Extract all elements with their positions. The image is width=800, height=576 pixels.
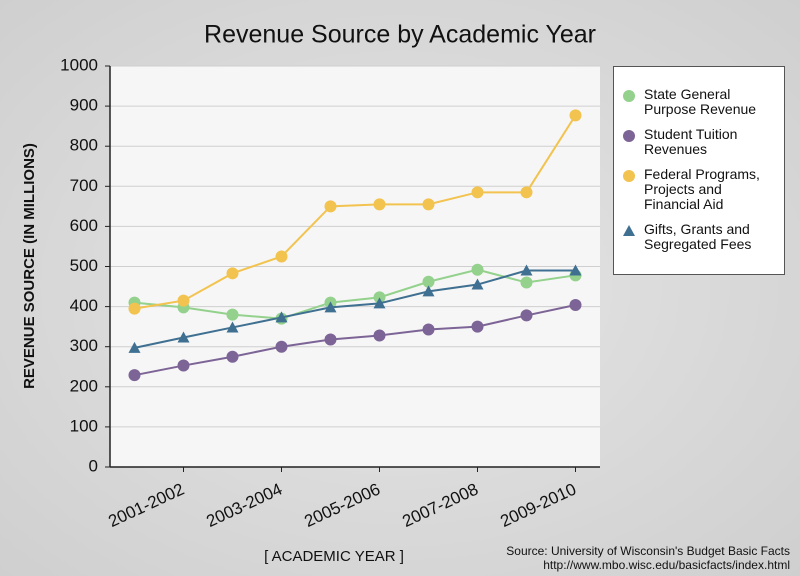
data-point xyxy=(569,109,582,122)
data-point xyxy=(373,297,386,309)
legend-label: Student Tuition Revenues xyxy=(644,126,738,157)
data-point xyxy=(275,340,288,353)
y-tick-label: 100 xyxy=(70,416,98,435)
data-point xyxy=(128,302,141,315)
legend-label: Gifts, Grants and Segregated Fees xyxy=(644,221,752,252)
data-point xyxy=(471,263,484,276)
legend-item: State General Purpose Revenue xyxy=(622,87,778,117)
data-point xyxy=(324,301,337,313)
y-axis-label: REVENUE SOURCE (IN MILLIONS) xyxy=(21,143,38,389)
y-tick-label: 700 xyxy=(70,176,98,195)
legend-label: Federal Programs, Projects and Financial… xyxy=(644,166,760,212)
series-line xyxy=(134,114,577,310)
x-tick-label: 2001-2002 xyxy=(105,479,187,531)
legend-label: State General Purpose Revenue xyxy=(644,86,757,117)
legend-item: Student Tuition Revenues xyxy=(622,127,778,157)
x-tick-label: 2009-2010 xyxy=(497,479,579,531)
data-point xyxy=(520,186,533,199)
legend-marker xyxy=(623,225,635,236)
legend-symbol xyxy=(623,130,635,142)
legend: State General Purpose Revenue Student Tui… xyxy=(613,66,785,275)
y-tick-label: 1000 xyxy=(60,55,98,74)
y-tick-label: 300 xyxy=(70,336,98,355)
data-point xyxy=(520,264,533,276)
legend-symbol xyxy=(623,170,635,182)
data-point xyxy=(373,329,386,342)
data-point xyxy=(128,369,141,382)
x-tick-label: 2003-2004 xyxy=(203,479,285,531)
data-point xyxy=(471,278,484,290)
data-point xyxy=(373,291,386,304)
series-line xyxy=(134,269,576,349)
legend-symbol xyxy=(623,90,635,102)
data-point xyxy=(177,359,190,372)
data-point xyxy=(177,331,190,343)
y-tick-label: 900 xyxy=(70,96,98,115)
chart-title: Revenue Source by Academic Year xyxy=(204,21,596,49)
data-point xyxy=(373,198,386,211)
legend-item: Federal Programs, Projects and Financial… xyxy=(622,167,778,212)
data-point xyxy=(569,298,582,311)
data-point xyxy=(226,308,239,321)
y-tick-label: 500 xyxy=(70,256,98,275)
data-point xyxy=(520,276,533,289)
data-point xyxy=(471,186,484,199)
source-note: Source: University of Wisconsin's Budget… xyxy=(506,544,790,558)
data-point xyxy=(177,294,190,307)
x-tick-label: 2005-2006 xyxy=(301,479,383,531)
data-point xyxy=(422,275,435,288)
y-tick-label: 200 xyxy=(70,376,98,395)
legend-item: Gifts, Grants and Segregated Fees xyxy=(622,222,778,252)
x-tick-label: 2007-2008 xyxy=(399,479,481,531)
data-point xyxy=(520,309,533,322)
legend-marker xyxy=(623,130,635,142)
data-point xyxy=(275,250,288,263)
data-point xyxy=(422,198,435,211)
data-point xyxy=(324,200,337,213)
series-line xyxy=(134,268,576,320)
source-note: http://www.mbo.wisc.edu/basicfacts/index… xyxy=(543,558,790,572)
data-point xyxy=(422,285,435,297)
data-point xyxy=(422,323,435,336)
y-tick-label: 400 xyxy=(70,296,98,315)
data-point xyxy=(226,267,239,280)
data-point xyxy=(324,333,337,346)
x-axis-label: [ ACADEMIC YEAR ] xyxy=(264,548,404,565)
legend-symbol xyxy=(623,225,635,236)
legend-marker xyxy=(623,90,635,102)
data-point xyxy=(471,320,484,333)
y-tick-label: 0 xyxy=(89,456,98,475)
data-point xyxy=(275,311,288,323)
y-tick-label: 800 xyxy=(70,136,98,155)
data-point xyxy=(128,341,141,353)
data-point xyxy=(226,350,239,363)
series-line xyxy=(134,304,576,377)
y-tick-label: 600 xyxy=(70,216,98,235)
data-point xyxy=(226,321,239,333)
data-point xyxy=(569,264,582,276)
legend-marker xyxy=(623,170,635,182)
